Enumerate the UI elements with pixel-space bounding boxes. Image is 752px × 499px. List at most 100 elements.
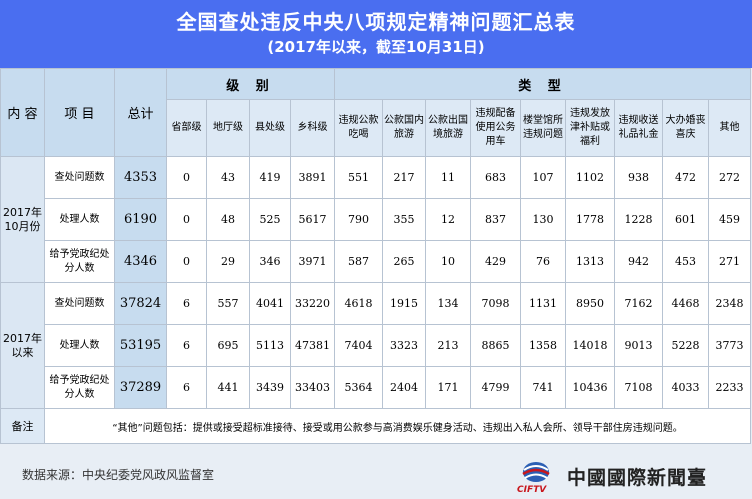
- header-item: 项 目: [44, 68, 115, 157]
- table-cell: 837: [470, 198, 522, 241]
- table-cell: 419: [249, 156, 291, 199]
- table-cell: 1358: [520, 324, 567, 367]
- header-content: 内 容: [0, 68, 45, 157]
- table-cell: 7404: [334, 324, 384, 367]
- table-cell: 1313: [565, 240, 616, 283]
- table-cell: 47381: [289, 324, 336, 367]
- level-header: 乡科级: [289, 99, 336, 157]
- table-cell: 5617: [289, 198, 336, 241]
- row-total: 37289: [114, 366, 167, 409]
- table-cell: 134: [425, 282, 472, 325]
- table-cell: 6: [166, 324, 207, 367]
- table-row: 给予党政纪处分人数 37289 6 441 3439 33403 5364 2404 171 47…: [1, 366, 752, 409]
- table-cell: 48: [206, 198, 250, 241]
- table-cell: 3323: [382, 324, 427, 367]
- table-cell: 441: [206, 366, 250, 409]
- note-label: 备注: [0, 408, 45, 444]
- table-cell: 5364: [334, 366, 384, 409]
- row-total: 4353: [114, 156, 167, 199]
- table-cell: 459: [708, 198, 752, 241]
- table-cell: 7108: [614, 366, 664, 409]
- table-cell: 271: [708, 240, 752, 283]
- type-header: 公款出国境旅游: [425, 99, 472, 157]
- type-header: 违规收送礼品礼金: [614, 99, 664, 157]
- table-cell: 601: [662, 198, 710, 241]
- table-cell: 3773: [708, 324, 752, 367]
- summary-table: 内 容 项 目 总计 级 别 类 型 省部级 地厅级 县处级 乡科级 违规公款吃喝 公款国…: [0, 68, 752, 444]
- page-title: 全国查处违反中央八项规定精神问题汇总表: [176, 10, 576, 34]
- row-total: 4346: [114, 240, 167, 283]
- logo-abbreviation: CIFTV: [517, 485, 547, 495]
- table-cell: 9013: [614, 324, 664, 367]
- table-row: 2017年10月份 查处问题数 4353 0 43 419 3891 551 217 11 683 1…: [0, 156, 752, 283]
- table-cell: 429: [470, 240, 522, 283]
- table-cell: 6: [166, 282, 207, 325]
- table-cell: 4468: [662, 282, 710, 325]
- table-cell: 29: [206, 240, 250, 283]
- table-cell: 1131: [520, 282, 567, 325]
- type-header: 违规配备使用公务用车: [470, 99, 522, 157]
- table-cell: 14018: [565, 324, 616, 367]
- type-header: 其他: [708, 99, 752, 157]
- table-cell: 0: [166, 156, 207, 199]
- table-row: 给予党政纪处分人数 4346 0 29 346 3971 587 265 10 429 76 1313…: [1, 240, 752, 283]
- data-source: 数据来源：中央纪委党风政风监督室: [22, 468, 215, 482]
- cif-tv-logo: CIFTV 中國國際新聞臺: [515, 458, 745, 496]
- row-item-label: 查处问题数: [44, 282, 115, 325]
- note-text: “其他”问题包括：提供或接受超标准接待、接受或用公款参与高消费娱乐健身活动、违规…: [43, 408, 752, 444]
- table-cell: 4041: [249, 282, 291, 325]
- table-row: 处理人数 6190 0 48 525 5617 790 355 12 837 130 1778 1228…: [1, 198, 752, 241]
- row-item-label: 查处问题数: [44, 156, 115, 199]
- table-cell: 6: [166, 366, 207, 409]
- table-cell: 790: [334, 198, 384, 241]
- table-cell: 551: [334, 156, 384, 199]
- table-cell: 33220: [289, 282, 336, 325]
- table-cell: 1915: [382, 282, 427, 325]
- subheader-row: 省部级 地厅级 县处级 乡科级 违规公款吃喝 公款国内旅游 公款出国境旅游 违规配备使用公务用…: [1, 99, 752, 157]
- table-cell: 8950: [565, 282, 616, 325]
- type-header: 楼堂馆所违规问题: [520, 99, 567, 157]
- table-cell: 3439: [249, 366, 291, 409]
- row-item-label: 处理人数: [44, 324, 115, 367]
- table-row: 处理人数 53195 6 695 5113 47381 7404 3323 213 8865 135…: [1, 324, 752, 367]
- table-cell: 10436: [565, 366, 616, 409]
- table-cell: 4033: [662, 366, 710, 409]
- table-cell: 587: [334, 240, 384, 283]
- table-cell: 4799: [470, 366, 522, 409]
- table-cell: 2348: [708, 282, 752, 325]
- table-cell: 1102: [565, 156, 616, 199]
- table-cell: 7162: [614, 282, 664, 325]
- table-cell: 11: [425, 156, 472, 199]
- table-cell: 2404: [382, 366, 427, 409]
- row-item-label: 给予党政纪处分人数: [44, 366, 115, 409]
- table-cell: 695: [206, 324, 250, 367]
- row-total: 6190: [114, 198, 167, 241]
- footer: 数据来源：中央纪委党风政风监督室 CIFTV 中國國際新聞臺: [0, 452, 752, 499]
- table-cell: 3971: [289, 240, 336, 283]
- table-cell: 472: [662, 156, 710, 199]
- table-cell: 171: [425, 366, 472, 409]
- row-item-label: 给予党政纪处分人数: [44, 240, 115, 283]
- table-cell: 0: [166, 198, 207, 241]
- table-cell: 1778: [565, 198, 616, 241]
- header-total: 总计: [114, 68, 167, 157]
- page-subtitle: (2017年以来，截至10月31日): [267, 38, 485, 56]
- header-type: 类 型: [334, 68, 752, 100]
- table-cell: 557: [206, 282, 250, 325]
- type-header: 公款国内旅游: [382, 99, 427, 157]
- logo-name: 中國國際新聞臺: [567, 467, 708, 489]
- table-cell: 3891: [289, 156, 336, 199]
- type-header: 违规发放津补贴或福利: [565, 99, 616, 157]
- table-cell: 5113: [249, 324, 291, 367]
- table-cell: 7098: [470, 282, 522, 325]
- table-cell: 8865: [470, 324, 522, 367]
- table-cell: 0: [166, 240, 207, 283]
- header-banner: 全国查处违反中央八项规定精神问题汇总表 (2017年以来，截至10月31日): [0, 0, 752, 68]
- group-label: 2017年10月份: [0, 156, 45, 283]
- table-cell: 213: [425, 324, 472, 367]
- table-cell: 2233: [708, 366, 752, 409]
- table-cell: 10: [425, 240, 472, 283]
- table-cell: 525: [249, 198, 291, 241]
- table-cell: 355: [382, 198, 427, 241]
